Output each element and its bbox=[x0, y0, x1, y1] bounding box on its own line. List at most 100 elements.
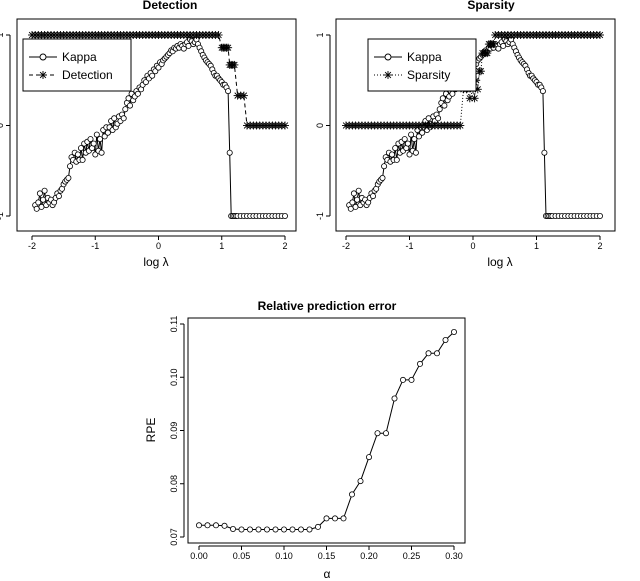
legend-sparsity-marker bbox=[383, 70, 393, 80]
x-tick-label: 0.20 bbox=[360, 551, 378, 561]
x-tick-label: -1 bbox=[405, 241, 413, 251]
data-point bbox=[455, 121, 465, 130]
data-point bbox=[229, 526, 236, 533]
data-point bbox=[415, 133, 422, 140]
data-point bbox=[348, 491, 355, 498]
data-point bbox=[482, 48, 492, 58]
legend: Kappa Sparsity bbox=[367, 38, 477, 92]
data-point bbox=[416, 360, 423, 367]
y-tick-label: 1 bbox=[315, 32, 325, 37]
x-tick-label: -1 bbox=[91, 241, 99, 251]
y-axis: -1 0 1 bbox=[315, 32, 331, 220]
data-point bbox=[78, 145, 85, 152]
data-point bbox=[280, 121, 290, 130]
data-point bbox=[379, 174, 386, 181]
x-tick-label: 1 bbox=[219, 241, 224, 251]
data-point bbox=[374, 430, 381, 437]
data-point bbox=[436, 106, 443, 113]
data-point bbox=[476, 66, 486, 76]
data-point bbox=[289, 526, 296, 533]
x-axis-label: log λ bbox=[487, 255, 512, 269]
data-point bbox=[225, 88, 232, 95]
plot-frame bbox=[335, 18, 616, 232]
data-point bbox=[239, 91, 249, 101]
data-point bbox=[393, 156, 400, 163]
y-tick-label: 0 bbox=[0, 123, 5, 128]
data-point bbox=[98, 149, 105, 156]
data-point bbox=[408, 131, 415, 138]
data-point bbox=[401, 136, 408, 143]
data-point bbox=[541, 149, 548, 156]
data-point bbox=[122, 106, 129, 113]
data-point bbox=[357, 478, 364, 485]
legend-detection-marker bbox=[38, 70, 48, 80]
data-point bbox=[149, 72, 156, 79]
data-point bbox=[204, 522, 211, 529]
data-point bbox=[221, 522, 228, 529]
data-point bbox=[101, 133, 108, 140]
legend-label: Kappa bbox=[407, 50, 442, 64]
plot-area bbox=[195, 328, 457, 533]
y-tick-label: -1 bbox=[0, 212, 5, 220]
data-point bbox=[441, 102, 448, 109]
legend-label: Kappa bbox=[62, 50, 97, 64]
data-point bbox=[67, 163, 74, 170]
data-point bbox=[406, 151, 413, 158]
plot-frame bbox=[187, 317, 466, 544]
y-tick-label: 0.08 bbox=[169, 475, 179, 493]
data-point bbox=[369, 193, 376, 200]
legend: Kappa Detection bbox=[22, 38, 132, 92]
data-point bbox=[214, 30, 224, 40]
x-tick-label: 0 bbox=[470, 241, 475, 251]
y-axis-label: RPE bbox=[144, 418, 158, 443]
data-point bbox=[392, 145, 399, 152]
y-tick-label: 1 bbox=[0, 32, 5, 37]
x-tick-label: 0.15 bbox=[318, 551, 336, 561]
data-point bbox=[597, 212, 604, 219]
data-point bbox=[90, 140, 97, 147]
y-tick-label: 0.07 bbox=[169, 528, 179, 546]
x-tick-label: 0 bbox=[156, 241, 161, 251]
legend-box bbox=[22, 38, 132, 92]
x-axis: 0.00 0.05 0.10 0.15 0.20 0.25 0.30 bbox=[190, 545, 463, 561]
x-tick-label: 0.25 bbox=[403, 551, 421, 561]
data-point bbox=[223, 43, 233, 53]
data-point bbox=[314, 523, 321, 530]
x-axis-label: log λ bbox=[143, 255, 168, 269]
data-point bbox=[349, 199, 356, 206]
data-point bbox=[134, 90, 141, 97]
data-point bbox=[391, 395, 398, 402]
data-point bbox=[408, 376, 415, 383]
y-tick-label: -1 bbox=[315, 212, 325, 220]
data-point bbox=[65, 174, 72, 181]
x-axis-label: α bbox=[324, 567, 331, 581]
data-point bbox=[142, 79, 149, 86]
data-point bbox=[212, 522, 219, 529]
data-point bbox=[246, 526, 253, 533]
data-point bbox=[442, 336, 449, 343]
data-point bbox=[195, 522, 202, 529]
x-tick-label: 2 bbox=[597, 241, 602, 251]
data-point bbox=[281, 212, 288, 219]
data-point bbox=[55, 193, 62, 200]
x-tick-label: 0.30 bbox=[445, 551, 463, 561]
data-point bbox=[229, 60, 239, 70]
data-point bbox=[323, 515, 330, 522]
data-point bbox=[127, 102, 134, 109]
data-point bbox=[399, 376, 406, 383]
data-point bbox=[306, 526, 313, 533]
data-point bbox=[412, 149, 419, 156]
x-tick-label: 0.00 bbox=[190, 551, 208, 561]
data-point bbox=[340, 515, 347, 522]
x-tick-label: -2 bbox=[342, 241, 350, 251]
data-point bbox=[331, 515, 338, 522]
data-point bbox=[74, 151, 81, 158]
chart-detection: Detection -2 -1 0 1 2 -1 0 1 log λ Kappa Detec… bbox=[0, 0, 297, 269]
data-point bbox=[280, 526, 287, 533]
y-tick-label: 0.10 bbox=[169, 368, 179, 386]
data-point bbox=[104, 129, 111, 136]
y-axis: -1 0 1 bbox=[0, 32, 11, 220]
y-tick-label: 0.09 bbox=[169, 422, 179, 440]
data-point bbox=[355, 187, 362, 194]
